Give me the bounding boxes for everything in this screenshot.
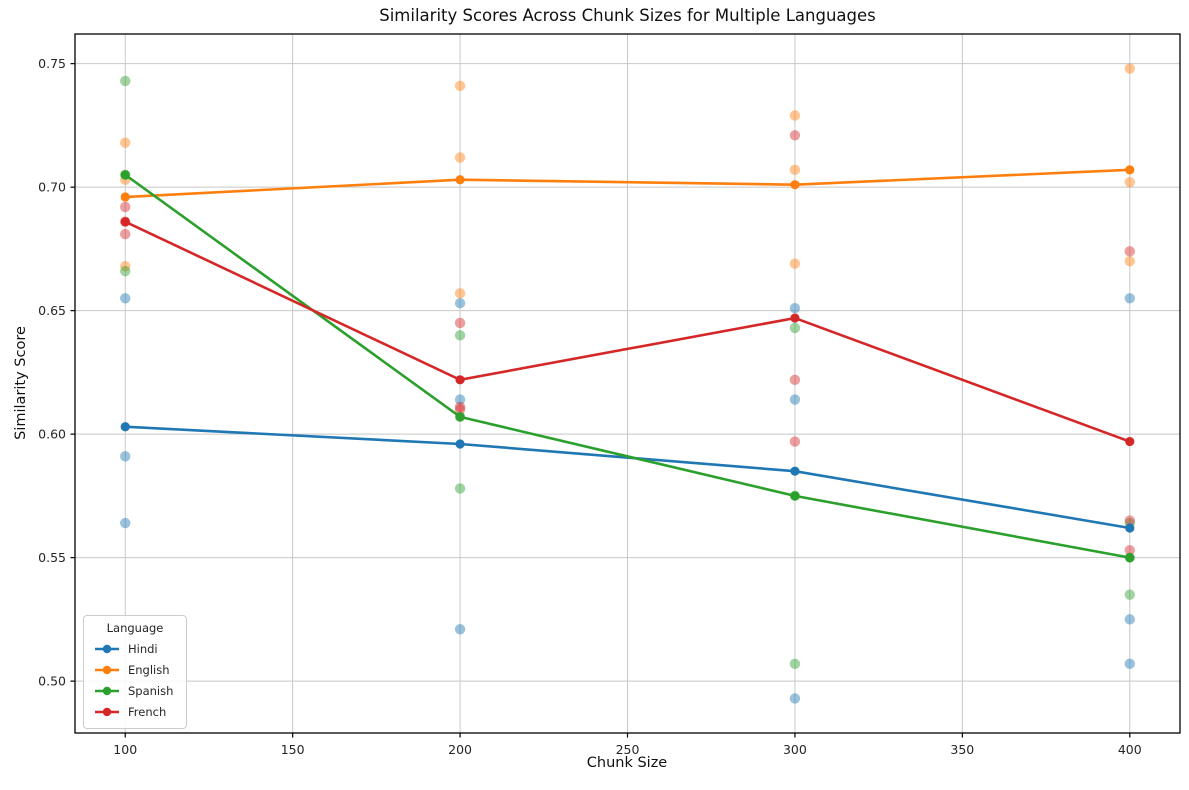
scatter-point-french xyxy=(789,436,801,447)
scatter-point-hindi xyxy=(1124,658,1135,670)
y-axis-label: Similarity Score xyxy=(13,326,29,440)
legend-marker-icon xyxy=(95,665,119,674)
scatter-point-spanish xyxy=(1124,589,1135,600)
legend-item-english: English xyxy=(93,659,177,680)
x-tick-label: 350 xyxy=(950,742,974,757)
scatter-point-spanish xyxy=(120,265,131,277)
scatter-point-english xyxy=(454,80,466,92)
mean-point-french xyxy=(790,313,800,323)
scatter-point-hindi xyxy=(789,693,801,704)
scatter-point-hindi xyxy=(1124,293,1135,304)
y-tick-label: 0.70 xyxy=(38,180,66,195)
scatter-point-french xyxy=(789,130,801,141)
mean-point-english xyxy=(455,175,465,185)
legend-items: Hindi English Spanish French xyxy=(93,638,177,722)
scatter-point-spanish xyxy=(454,483,466,494)
scatter-point-hindi xyxy=(789,394,801,405)
scatter-point-french xyxy=(1124,246,1135,257)
scatter-point-english xyxy=(454,288,466,299)
mean-point-hindi xyxy=(120,422,130,432)
x-tick-label: 100 xyxy=(113,742,137,757)
scatter-point-french xyxy=(1124,515,1135,526)
chart-title: Similarity Scores Across Chunk Sizes for… xyxy=(379,6,876,25)
scatter-point-hindi xyxy=(120,293,131,304)
mean-point-hindi xyxy=(790,466,800,476)
mean-point-english xyxy=(120,192,130,202)
scatter-point-english xyxy=(1124,63,1135,74)
scatter-point-english xyxy=(789,164,801,176)
legend-item-hindi: Hindi xyxy=(93,638,177,659)
mean-point-french xyxy=(455,375,465,385)
scatter-point-hindi xyxy=(1124,614,1135,625)
legend-item-french: French xyxy=(93,701,177,722)
scatter-point-hindi xyxy=(120,451,131,462)
legend-marker-icon xyxy=(95,707,119,716)
legend-label: French xyxy=(128,704,167,719)
y-tick-label: 0.50 xyxy=(38,674,66,689)
scatter-point-hindi xyxy=(454,394,466,405)
y-tick-label: 0.65 xyxy=(38,303,66,318)
legend-marker-icon xyxy=(95,686,119,695)
mean-point-hindi xyxy=(1125,523,1135,533)
y-tick-label: 0.75 xyxy=(38,56,66,71)
x-tick-label: 200 xyxy=(448,742,472,757)
scatter-point-english xyxy=(120,137,131,148)
scatter-point-hindi xyxy=(454,298,466,309)
scatter-point-english xyxy=(789,110,801,121)
mean-point-french xyxy=(1125,436,1135,447)
scatter-point-spanish xyxy=(120,75,131,87)
legend-label: English xyxy=(128,662,170,677)
line-english xyxy=(125,168,1130,199)
x-tick-label: 250 xyxy=(616,742,640,757)
x-axis-label: Chunk Size xyxy=(586,755,668,771)
scatter-point-french xyxy=(120,201,131,213)
x-tick-label: 400 xyxy=(1118,742,1142,757)
mean-point-english xyxy=(790,180,800,190)
scatter-point-english xyxy=(1124,176,1135,188)
scatter-point-french xyxy=(454,317,466,329)
x-tick-label: 150 xyxy=(281,742,305,757)
scatter-point-english xyxy=(454,152,466,163)
legend-marker-icon xyxy=(95,644,119,653)
mean-point-french xyxy=(120,217,130,227)
scatter-point-spanish xyxy=(789,658,801,670)
mean-point-spanish xyxy=(1125,553,1135,563)
x-tick-label: 300 xyxy=(783,742,807,757)
scatter-point-french xyxy=(454,404,466,415)
legend-label: Spanish xyxy=(128,683,174,698)
scatter-point-spanish xyxy=(789,322,801,334)
mean-point-english xyxy=(1125,165,1135,175)
mean-point-spanish xyxy=(455,412,465,422)
line-spanish xyxy=(124,173,1131,559)
y-tick-label: 0.55 xyxy=(38,550,66,565)
line-french xyxy=(124,220,1131,443)
scatter-point-french xyxy=(120,228,131,240)
legend-item-spanish: Spanish xyxy=(93,680,177,701)
scatter-point-french xyxy=(454,401,466,413)
scatter-point-english xyxy=(1124,256,1135,267)
mean-point-spanish xyxy=(790,491,800,501)
scatter-point-french xyxy=(789,374,801,385)
legend-label: Hindi xyxy=(128,641,158,656)
scatter-point-hindi xyxy=(789,302,801,314)
scatter-point-english xyxy=(789,258,801,269)
legend-title: Language xyxy=(106,621,164,635)
mean-point-spanish xyxy=(120,170,130,180)
scatter-point-english xyxy=(120,260,131,272)
legend: Language Hindi English Spanish French xyxy=(83,615,187,729)
scatter-point-hindi xyxy=(120,517,131,529)
scatter-point-hindi xyxy=(454,624,466,635)
scatter-point-french xyxy=(1124,545,1135,556)
mean-point-hindi xyxy=(455,439,465,449)
y-tick-label: 0.60 xyxy=(38,427,66,442)
scatter-point-spanish xyxy=(454,330,466,341)
